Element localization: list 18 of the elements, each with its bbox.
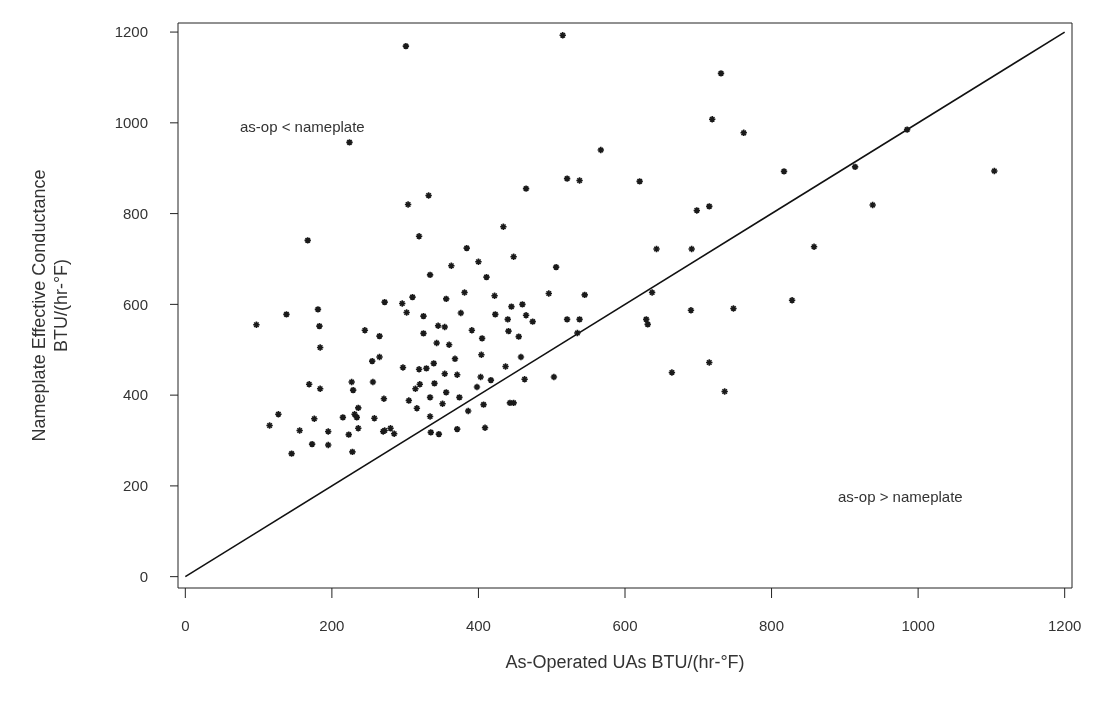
x-tick-label: 1000 bbox=[901, 616, 935, 634]
x-axis-title: As-Operated UAs BTU/(hr-°F) bbox=[505, 652, 745, 672]
x-tick-label: 1200 bbox=[1047, 616, 1082, 634]
x-tick-label: 200 bbox=[319, 616, 345, 634]
annotation: as-op > nameplate bbox=[838, 488, 963, 505]
x-tick-label: 600 bbox=[612, 616, 638, 634]
x-tick-label: 400 bbox=[465, 616, 491, 634]
annotation: as-op < nameplate bbox=[240, 118, 365, 135]
x-tick-label: 0 bbox=[181, 616, 190, 634]
y-tick-label: 600 bbox=[122, 295, 148, 313]
y-tick-label: 400 bbox=[122, 386, 148, 404]
y-tick-label: 200 bbox=[122, 477, 148, 495]
y-tick-label: 800 bbox=[122, 204, 148, 222]
y-axis-title: Nameplate Effective Conductance BTU/(hr-°F) bbox=[29, 169, 71, 442]
y-tick-label: 1000 bbox=[114, 114, 148, 132]
x-tick-label: 800 bbox=[759, 616, 785, 634]
y-tick-label: 1200 bbox=[114, 23, 148, 41]
y-tick-label: 0 bbox=[139, 567, 148, 585]
